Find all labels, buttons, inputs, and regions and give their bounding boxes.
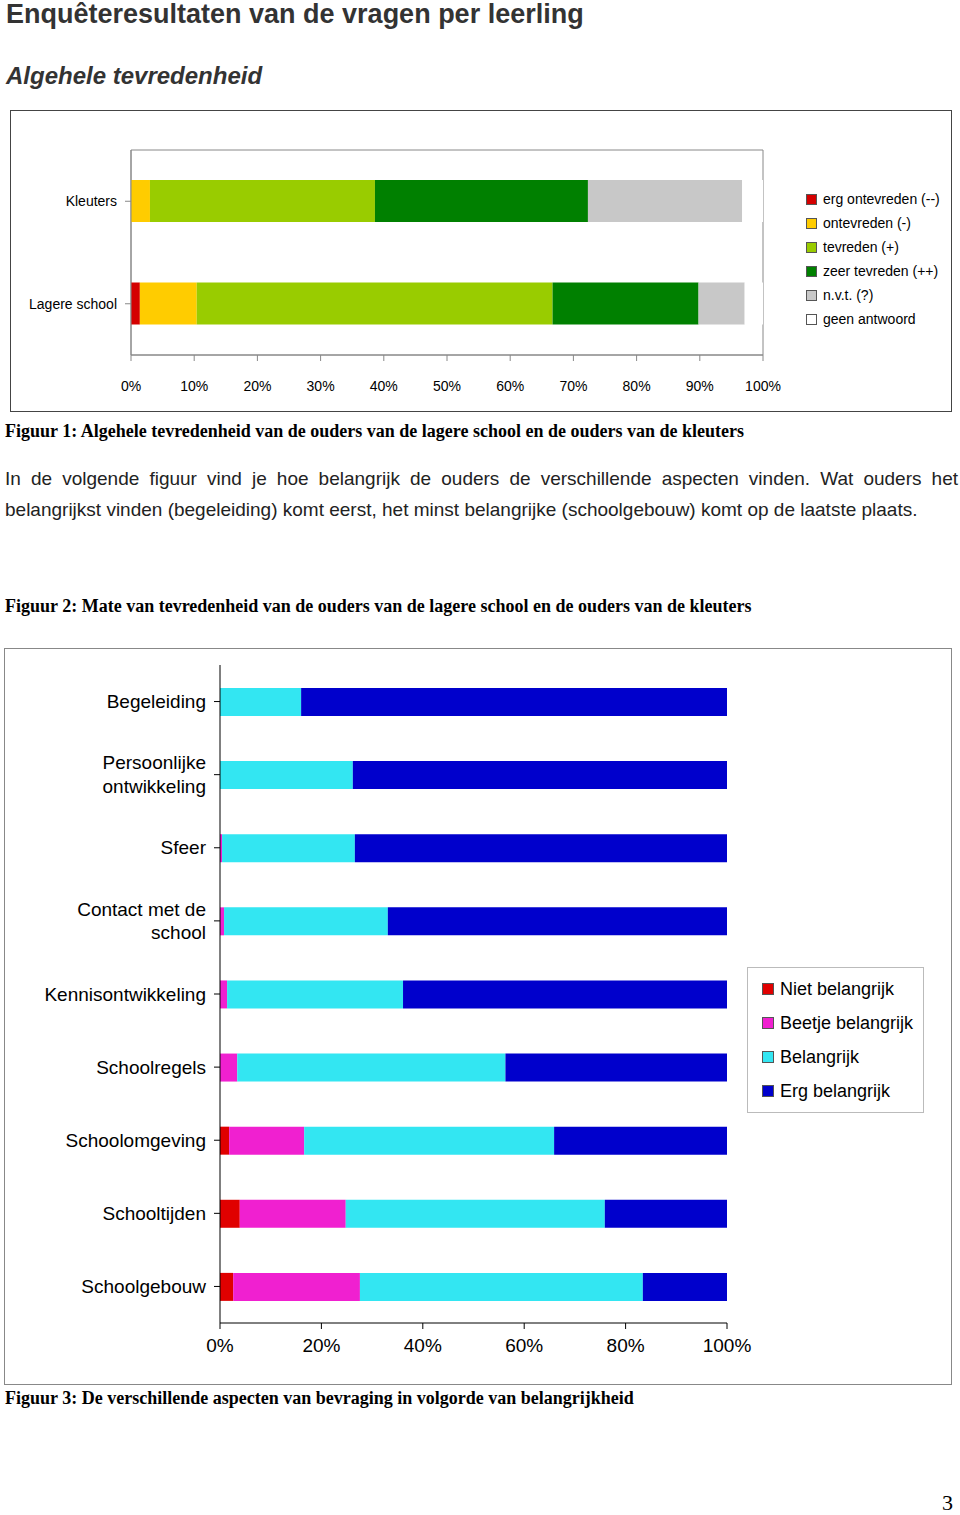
svg-text:Schoolgebouw: Schoolgebouw <box>81 1276 206 1297</box>
svg-text:70%: 70% <box>559 378 587 394</box>
svg-text:0%: 0% <box>206 1335 234 1356</box>
html-text:Figuur 3: De verschillende asp: Figuur 3: De verschillende aspecten van … <box>5 1388 634 1408</box>
svg-text:20%: 20% <box>302 1335 340 1356</box>
svg-text:50%: 50% <box>433 378 461 394</box>
svg-text:Kleuters: Kleuters <box>66 193 117 209</box>
html-text:tevreden (+): tevreden (+) <box>823 239 899 255</box>
svg-text:100%: 100% <box>745 378 781 394</box>
html-text:Belangrijk: Belangrijk <box>780 1046 859 1067</box>
html-text:3: 3 <box>942 1490 953 1515</box>
svg-text:Schoolregels: Schoolregels <box>96 1057 206 1078</box>
svg-text:Schooltijden: Schooltijden <box>102 1203 206 1224</box>
svg-text:80%: 80% <box>623 378 651 394</box>
svg-text:60%: 60% <box>496 378 524 394</box>
svg-text:10%: 10% <box>180 378 208 394</box>
svg-text:0%: 0% <box>121 378 141 394</box>
html-text:Erg belangrijk: Erg belangrijk <box>780 1080 891 1101</box>
svg-text:Begeleiding: Begeleiding <box>107 691 206 712</box>
html-text:erg ontevreden (--): erg ontevreden (--) <box>823 191 940 207</box>
html-text:Enquêteresultaten van de vrage: Enquêteresultaten van de vragen per leer… <box>6 0 584 29</box>
svg-text:Persoonlijkeontwikkeling: Persoonlijkeontwikkeling <box>103 752 207 797</box>
svg-text:Kennisontwikkeling: Kennisontwikkeling <box>44 984 206 1005</box>
svg-text:20%: 20% <box>243 378 271 394</box>
svg-text:40%: 40% <box>404 1335 442 1356</box>
html-text:In de volgende figuur vind je: In de volgende figuur vind je hoe belang… <box>5 468 958 520</box>
svg-text:30%: 30% <box>307 378 335 394</box>
svg-text:Contact met deschool: Contact met deschool <box>77 899 206 944</box>
svg-text:100%: 100% <box>703 1335 752 1356</box>
svg-text:90%: 90% <box>686 378 714 394</box>
svg-text:Schoolomgeving: Schoolomgeving <box>66 1130 206 1151</box>
svg-text:Sfeer: Sfeer <box>161 837 207 858</box>
svg-text:40%: 40% <box>370 378 398 394</box>
html-text:geen antwoord: geen antwoord <box>823 311 916 327</box>
svg-text:60%: 60% <box>505 1335 543 1356</box>
svg-text:Lagere school: Lagere school <box>29 296 117 312</box>
html-text:Figuur 1: Algehele tevredenhei: Figuur 1: Algehele tevredenheid van de o… <box>5 421 744 441</box>
html-text:zeer tevreden (++): zeer tevreden (++) <box>823 263 939 279</box>
html-text:Figuur 2: Mate van tevredenhei: Figuur 2: Mate van tevredenheid van de o… <box>5 596 752 616</box>
html-text:ontevreden (-): ontevreden (-) <box>823 215 911 231</box>
svg-text:80%: 80% <box>607 1335 645 1356</box>
html-text:n.v.t. (?): n.v.t. (?) <box>823 287 874 303</box>
html-text:Niet belangrijk: Niet belangrijk <box>780 978 895 999</box>
html-text:Algehele tevredenheid: Algehele tevredenheid <box>6 62 263 89</box>
html-text:Beetje belangrijk: Beetje belangrijk <box>780 1012 914 1033</box>
